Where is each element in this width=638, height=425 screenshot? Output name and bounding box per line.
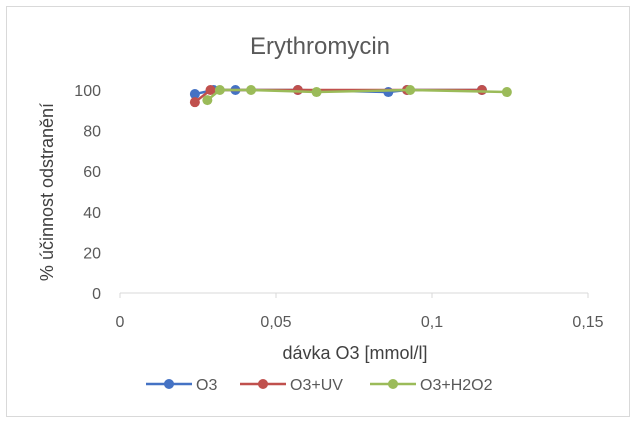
- legend-item: O3+UV: [240, 377, 343, 394]
- axes: 0 0,05 0,1 0,15 0 20 40 60 80 100: [74, 83, 603, 331]
- x-tick-label: 0,1: [421, 314, 443, 331]
- legend-item: O3: [146, 377, 217, 394]
- data-point: [214, 85, 225, 95]
- chart-frame: [6, 6, 630, 417]
- legend-label: O3: [196, 377, 217, 394]
- series-group: [189, 85, 512, 108]
- y-tick-label: 20: [83, 245, 101, 262]
- data-point: [202, 95, 213, 106]
- x-tick-label: 0,05: [260, 314, 291, 331]
- y-tick-label: 0: [92, 286, 101, 303]
- legend-item: O3+H2O2: [370, 377, 493, 394]
- data-point: [476, 85, 487, 95]
- x-axis-title: dávka O3 [mmol/l]: [282, 343, 427, 363]
- legend: O3 O3+UV O3+H2O2: [146, 377, 493, 394]
- data-point: [405, 85, 416, 95]
- y-tick-label: 40: [83, 205, 101, 222]
- y-tick-label: 100: [74, 83, 101, 100]
- x-tick-label: 0,15: [572, 314, 603, 331]
- y-tick-label: 60: [83, 164, 101, 181]
- y-axis-title: % účinnost odstranění: [37, 103, 57, 281]
- data-point: [189, 97, 200, 108]
- data-point: [292, 85, 303, 95]
- data-point: [383, 87, 394, 98]
- data-point: [311, 87, 322, 98]
- data-point: [205, 85, 216, 95]
- legend-marker: [388, 379, 398, 389]
- legend-marker: [258, 379, 268, 389]
- data-point: [189, 89, 200, 100]
- chart-title: Erythromycin: [250, 33, 390, 60]
- data-point: [246, 85, 257, 95]
- legend-marker: [164, 379, 174, 389]
- legend-label: O3+H2O2: [420, 377, 493, 394]
- legend-label: O3+UV: [290, 377, 343, 394]
- data-point: [501, 87, 512, 98]
- y-tick-label: 80: [83, 124, 101, 141]
- series-o3-h2o2: [202, 85, 512, 106]
- x-tick-label: 0: [116, 314, 125, 331]
